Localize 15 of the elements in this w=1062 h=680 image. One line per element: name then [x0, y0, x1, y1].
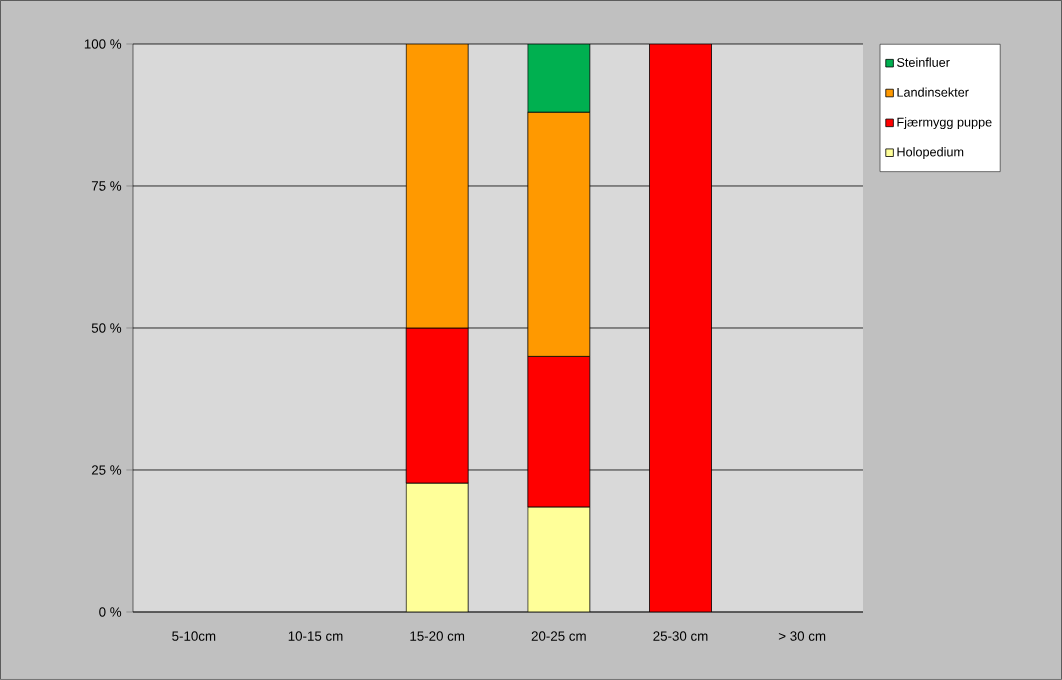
legend-label: Landinsekter: [897, 87, 969, 97]
y-tick-label: 75 %: [91, 181, 122, 191]
x-tick-label: 10-15 cm: [288, 631, 343, 641]
y-tick-label: 100 %: [84, 39, 122, 49]
x-tick-label: 5-10cm: [172, 631, 216, 641]
y-tick-label: 50 %: [91, 323, 122, 333]
x-tick-label: 15-20 cm: [410, 631, 465, 641]
y-tick-label: 25 %: [91, 465, 122, 475]
x-tick-label: 20-25 cm: [531, 631, 586, 641]
x-tick-label: > 30 cm: [778, 631, 826, 641]
y-tick-label: 0 %: [99, 607, 122, 617]
x-tick-label: 25-30 cm: [653, 631, 708, 641]
legend-label: Holopedium: [897, 147, 964, 159]
legend-label: Fjærmygg puppe: [897, 117, 992, 130]
legend-label: Steinfluer: [897, 57, 950, 67]
